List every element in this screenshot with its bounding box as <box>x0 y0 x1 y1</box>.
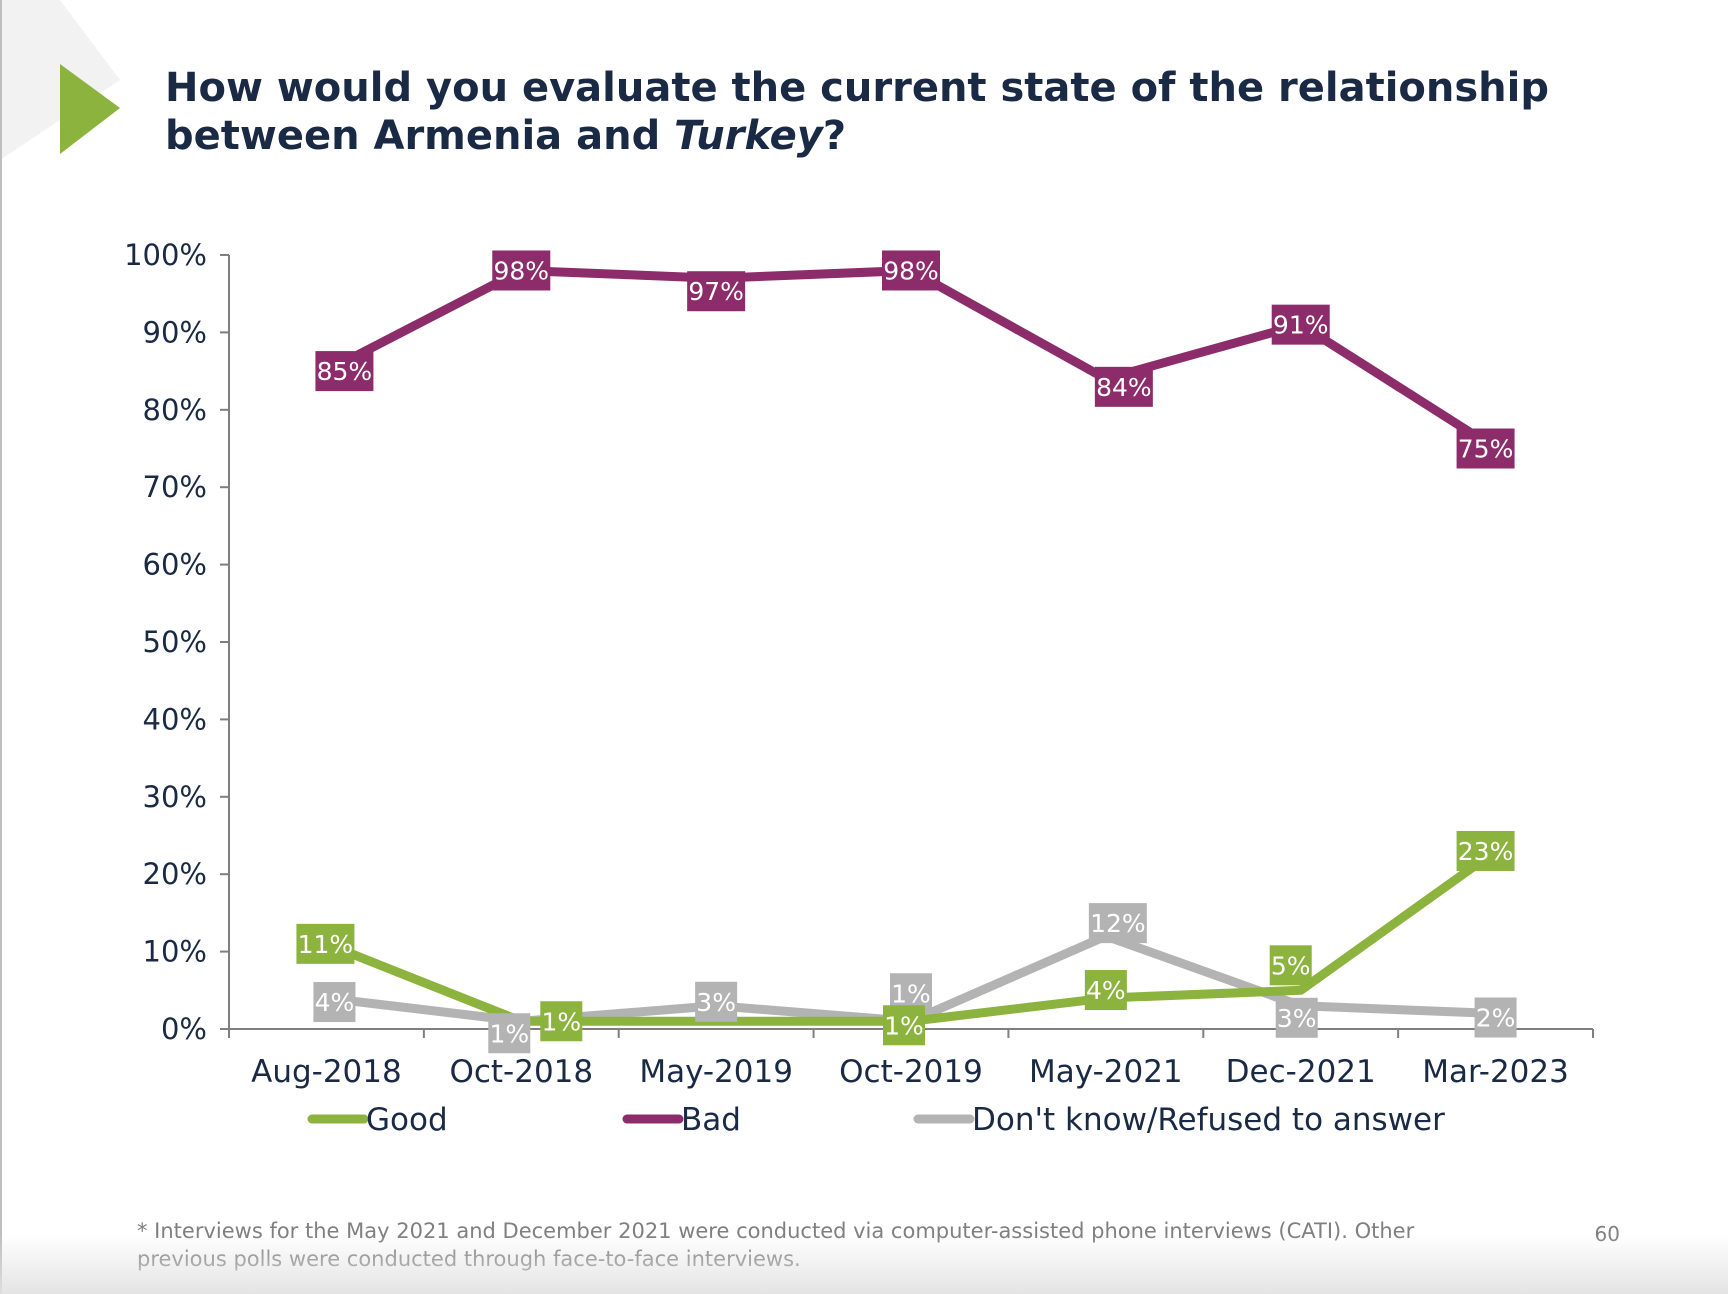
y-tick-label: 70% <box>143 470 207 504</box>
data-label-box <box>695 981 738 1022</box>
y-tick-label: 40% <box>143 702 207 736</box>
x-tick-label: Oct-2019 <box>839 1054 983 1090</box>
data-label: 4% <box>1086 976 1126 1005</box>
data-label: 98% <box>883 256 939 285</box>
title-suffix: ? <box>822 113 847 159</box>
data-label: 84% <box>1096 373 1152 402</box>
data-label: 98% <box>493 256 549 285</box>
title-emphasis: Turkey <box>674 113 823 159</box>
data-label-box <box>1456 428 1515 469</box>
y-tick-label: 60% <box>143 548 207 582</box>
x-tick-label: May-2019 <box>639 1054 793 1090</box>
data-label-box <box>315 351 374 392</box>
data-label-box <box>1088 903 1147 944</box>
y-tick-label: 30% <box>143 780 207 814</box>
data-label-box <box>1474 997 1517 1038</box>
data-label: 85% <box>317 357 373 386</box>
series-lines <box>321 265 1501 1026</box>
data-label: 75% <box>1458 435 1514 464</box>
data-label: 2% <box>1476 1004 1516 1033</box>
x-tick-label: Mar-2023 <box>1422 1054 1569 1090</box>
legend-label: Good <box>366 1102 448 1138</box>
data-label: 91% <box>1273 311 1329 340</box>
data-label-box <box>296 923 355 964</box>
data-label-box <box>488 1013 531 1054</box>
y-tick-label: 100% <box>124 238 207 272</box>
chart-title: How would you evaluate the current state… <box>165 64 1615 160</box>
data-label: 1% <box>541 1007 581 1036</box>
data-label: 23% <box>1458 837 1514 866</box>
data-label: 1% <box>884 1011 924 1040</box>
data-label-box <box>687 271 746 312</box>
y-tick-label: 80% <box>143 393 207 427</box>
slide-border <box>0 0 2 1294</box>
data-label: 5% <box>1271 951 1311 980</box>
chart-axes: 0% 10% 20% 30% 40% 50% 60% 70% 80% 90% 100% Aug-201… <box>124 238 1594 1090</box>
data-label: 97% <box>688 277 744 306</box>
data-label: 3% <box>696 988 736 1017</box>
x-tick-label: Dec-2021 <box>1226 1054 1376 1090</box>
data-label-box <box>1275 997 1318 1038</box>
y-tick-label: 50% <box>143 625 207 659</box>
y-tick-label: 10% <box>143 935 207 969</box>
data-label: 1% <box>489 1019 529 1048</box>
data-label-box <box>540 1001 583 1042</box>
y-tick-label: 90% <box>143 315 207 349</box>
data-label-box <box>1271 304 1330 345</box>
data-label: 12% <box>1090 909 1146 938</box>
series-line-bad <box>321 265 1501 453</box>
data-label-box <box>882 250 940 291</box>
y-tick-label: 20% <box>143 857 207 891</box>
data-label-box <box>1094 366 1153 407</box>
data-labels: 4% 1% 3% 1% 12% 3% 2% 11% 1% 1% 4% 5% 23% 85% 98% 97% 98… <box>296 250 1517 1054</box>
legend-label: Don't know/Refused to answer <box>972 1102 1445 1138</box>
y-tick-label: 0% <box>161 1012 207 1046</box>
legend: Good Bad Don't know/Refused to answer <box>307 1102 1445 1138</box>
series-line-good <box>321 846 1501 1026</box>
data-label: 4% <box>315 988 355 1017</box>
data-label: 1% <box>891 979 931 1008</box>
x-tick-label: Oct-2018 <box>449 1054 593 1090</box>
data-label-box <box>883 1005 925 1046</box>
data-label-box <box>1456 830 1515 871</box>
data-label-box <box>1084 970 1127 1011</box>
data-label-box <box>492 250 551 291</box>
x-tick-label: Aug-2018 <box>251 1054 402 1090</box>
bottom-fade <box>0 1234 1728 1294</box>
x-tick-label: May-2021 <box>1029 1054 1183 1090</box>
title-arrow-icon <box>60 64 120 154</box>
data-label: 3% <box>1277 1004 1317 1033</box>
data-label-box <box>313 982 356 1023</box>
data-label-box <box>1269 945 1312 986</box>
legend-label: Bad <box>681 1102 741 1138</box>
data-label: 11% <box>298 930 354 959</box>
title-text: How would you evaluate the current state… <box>165 65 1550 159</box>
